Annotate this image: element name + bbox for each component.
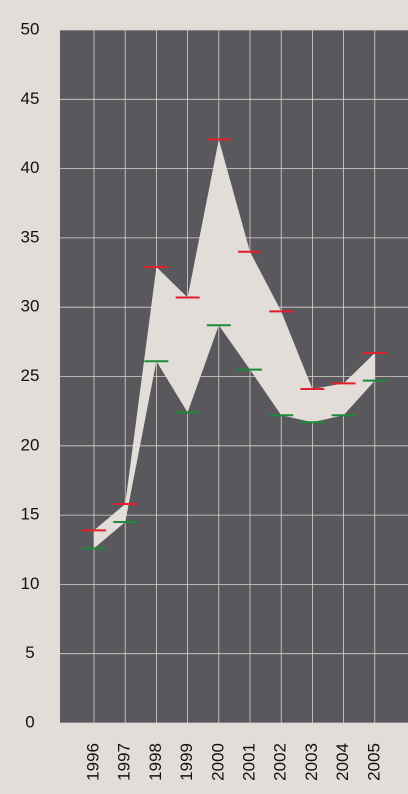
x-tick-label: 2002 xyxy=(271,743,290,781)
range-area xyxy=(94,139,375,549)
x-tick-label: 2001 xyxy=(239,743,258,781)
x-tick-label: 2005 xyxy=(364,743,383,781)
y-tick-label: 0 xyxy=(25,712,34,731)
x-tick-label: 1996 xyxy=(83,743,102,781)
x-tick-label: 1998 xyxy=(146,743,165,781)
x-tick-label: 2003 xyxy=(302,743,321,781)
y-tick-label: 50 xyxy=(21,19,40,38)
y-tick-label: 25 xyxy=(21,366,40,385)
x-tick-label: 1999 xyxy=(177,743,196,781)
y-tick-label: 10 xyxy=(21,574,40,593)
x-tick-label: 2004 xyxy=(333,743,352,781)
x-tick-label: 1997 xyxy=(115,743,134,781)
y-tick-label: 40 xyxy=(21,158,40,177)
y-tick-label: 15 xyxy=(21,505,40,524)
y-tick-label: 5 xyxy=(25,643,34,662)
y-tick-label: 20 xyxy=(21,435,40,454)
y-tick-label: 45 xyxy=(21,89,40,108)
y-tick-label: 30 xyxy=(21,297,40,316)
x-tick-label: 2000 xyxy=(208,743,227,781)
y-tick-label: 35 xyxy=(21,227,40,246)
